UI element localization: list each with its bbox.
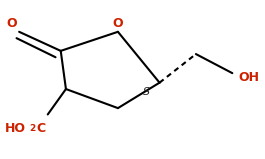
Text: O: O — [113, 17, 123, 30]
Text: 2: 2 — [29, 124, 35, 133]
Text: O: O — [6, 17, 16, 30]
Text: S: S — [143, 87, 150, 97]
Text: HO: HO — [5, 122, 26, 135]
Text: C: C — [36, 122, 45, 135]
Text: OH: OH — [239, 71, 260, 84]
